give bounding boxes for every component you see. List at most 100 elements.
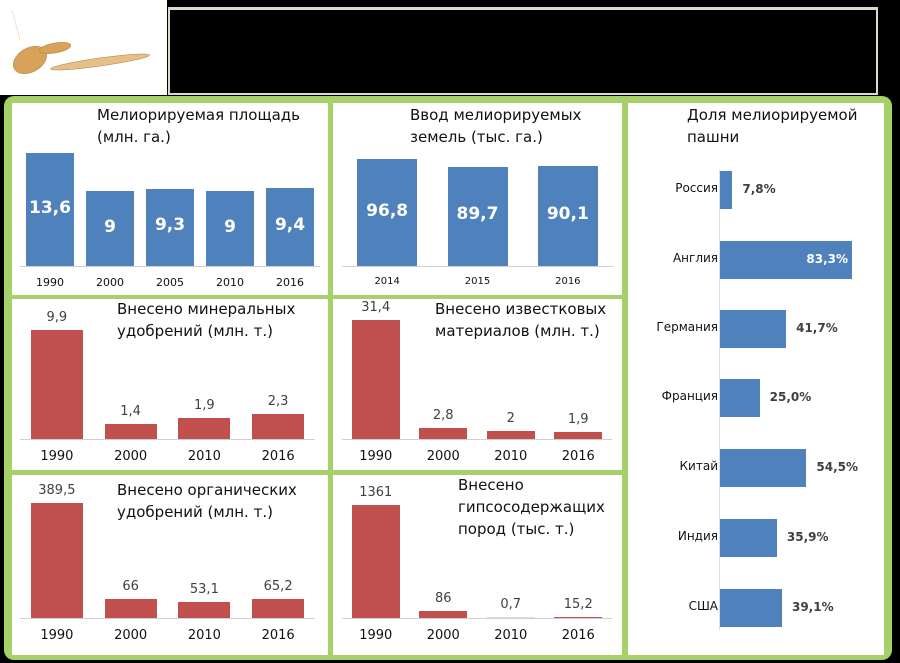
- x-tick-label: 2010: [494, 628, 528, 643]
- bar-row: Россия 7,8%: [628, 171, 884, 209]
- data-label: 86: [434, 590, 452, 606]
- data-label: 9,9: [46, 310, 68, 325]
- data-label: 2,3: [267, 393, 289, 409]
- x-tick-label: 2010: [187, 449, 221, 464]
- x-tick-label: 2016: [261, 449, 295, 464]
- y-tick-label: Франция: [661, 389, 718, 403]
- chart-organic: 389,5 1990 66 2000 53,1 2010 65,2 2016: [20, 483, 315, 643]
- bar: [351, 320, 400, 439]
- chart-title: Внесено гипсосодержащих пород (тыс. т.): [458, 476, 605, 538]
- x-axis: [342, 618, 612, 619]
- chart-title: Доля мелиорируемой пашни: [687, 106, 858, 146]
- data-label: 1,4: [120, 403, 141, 419]
- chart-title: Внесено органических удобрений (млн. т.): [117, 481, 297, 521]
- x-tick-label: 2014: [374, 276, 400, 287]
- x-tick-label: 2000: [114, 628, 148, 643]
- data-label: 65,2: [263, 578, 293, 594]
- data-label: 1,9: [194, 398, 215, 414]
- data-label: 9: [224, 216, 236, 237]
- header-box: [168, 7, 878, 95]
- bar: 89,7: [447, 166, 508, 266]
- data-label: 96,8: [366, 200, 409, 221]
- bar: [486, 431, 535, 439]
- y-tick-label: США: [688, 599, 718, 613]
- x-axis: [20, 439, 315, 440]
- data-label: 35,9%: [786, 530, 829, 544]
- x-tick-label: 1990: [40, 628, 74, 643]
- data-label: 25,0%: [769, 390, 812, 404]
- data-label: 66: [122, 578, 139, 594]
- bar: 96,8: [357, 159, 418, 266]
- data-label: 89,7: [456, 204, 499, 225]
- x-tick-label: 2000: [96, 276, 124, 289]
- bar: [554, 431, 603, 439]
- data-label: 90,1: [546, 204, 589, 225]
- data-label: 1361: [359, 485, 393, 500]
- bar-row: Англия 83,3%: [628, 241, 884, 279]
- bar: [178, 602, 231, 618]
- bar: [178, 418, 231, 439]
- data-label: 2,8: [432, 408, 454, 424]
- bar: 9,4: [266, 187, 314, 266]
- x-axis: [20, 618, 315, 619]
- x-tick-label: 2010: [187, 628, 221, 643]
- x-tick-label: 2016: [276, 276, 304, 289]
- bar-row: Германия 41,7%: [628, 310, 884, 348]
- y-tick-label: Германия: [656, 320, 718, 334]
- data-label: 0,7: [500, 597, 522, 612]
- bar: [554, 616, 603, 618]
- y-tick-label: Китай: [679, 459, 718, 473]
- x-tick-label: 1990: [40, 449, 74, 464]
- bar-row: США 39,1%: [628, 589, 884, 627]
- data-label: 389,5: [38, 483, 76, 498]
- data-label: 13,6: [29, 197, 71, 218]
- data-label: 54,5%: [816, 460, 859, 474]
- chart-title: Мелиорируемая площадь (млн. га.): [97, 106, 300, 146]
- chart-mineral: 9,9 1990 1,4 2000 1,9 2010 2,3 2016: [20, 310, 315, 464]
- x-tick-label: 2000: [426, 449, 460, 464]
- bar: 9: [206, 191, 254, 266]
- bar: [252, 598, 305, 618]
- data-label: 31,4: [361, 300, 391, 315]
- bar: 9: [86, 191, 134, 266]
- y-tick-label: Россия: [675, 181, 718, 195]
- data-label: 9: [104, 216, 116, 237]
- x-tick-label: 1990: [359, 449, 393, 464]
- bar-row: Франция 25,0%: [628, 379, 884, 417]
- data-label: 83,3%: [806, 252, 849, 266]
- x-tick-label: 1990: [359, 628, 393, 643]
- bar: [486, 617, 535, 618]
- x-axis: [342, 439, 612, 440]
- bar: [720, 589, 782, 627]
- x-axis: [20, 266, 320, 267]
- y-tick-label: Англия: [672, 251, 718, 265]
- data-label: 2: [506, 411, 515, 427]
- data-label: 41,7%: [796, 321, 838, 335]
- x-tick-label: 2010: [216, 276, 244, 289]
- bar: [104, 598, 157, 618]
- x-tick-label: 2016: [261, 628, 295, 643]
- bar: [720, 171, 733, 209]
- bar: [30, 330, 83, 439]
- x-tick-label: 1990: [36, 276, 64, 289]
- data-label: 53,1: [189, 582, 219, 598]
- bar: [30, 503, 83, 618]
- data-label: 15,2: [563, 596, 593, 612]
- bar: [351, 505, 400, 618]
- chart-gypsum: 1361 1990 86 2000 0,7 2010 15,2 2016: [342, 485, 612, 643]
- bar: [252, 413, 305, 439]
- data-label: 1,9: [567, 411, 589, 427]
- x-tick-label: 2015: [464, 276, 491, 287]
- share-axis: [719, 170, 720, 630]
- x-tick-label: 2000: [114, 449, 148, 464]
- bar: 13,6: [26, 153, 74, 266]
- x-tick-label: 2016: [561, 628, 595, 643]
- chart-melior-area: 13,6 1990 9 2000 9,3 2005 9 2010 9,4 2016: [20, 153, 320, 289]
- x-tick-label: 2005: [156, 276, 184, 289]
- bar: [419, 610, 468, 618]
- bar: 90,1: [537, 166, 598, 266]
- bar: [720, 241, 853, 279]
- x-axis: [342, 266, 613, 267]
- bar-row: Индия 35,9%: [628, 519, 884, 557]
- x-tick-label: 2016: [555, 276, 581, 287]
